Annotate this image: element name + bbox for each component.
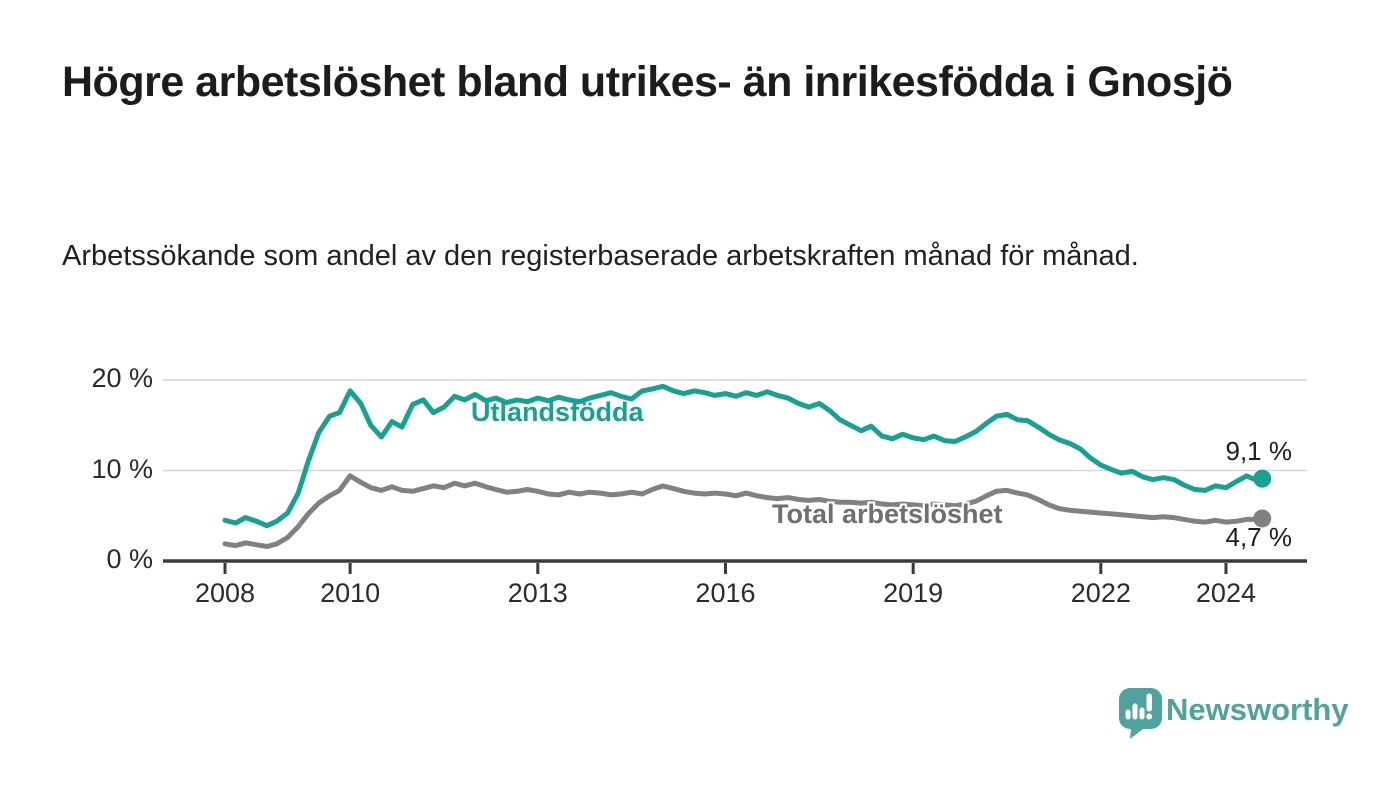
newsworthy-logo-icon <box>1119 688 1162 739</box>
x-tick-label: 2022 <box>1070 578 1131 608</box>
x-tick-label: 2024 <box>1195 578 1256 608</box>
y-tick-label: 20 % <box>91 363 153 393</box>
series-end-dot-1 <box>1253 509 1272 528</box>
end-value-total-arbetsloshet: 4,7 % <box>1225 522 1293 552</box>
chart-canvas <box>163 379 1307 574</box>
x-tick-label: 2008 <box>194 578 256 608</box>
y-tick-label: 10 % <box>91 453 153 484</box>
series-end-dot-0 <box>1253 469 1272 488</box>
chart-title: Högre arbetslöshet bland utrikes- än inr… <box>62 58 1233 106</box>
brand-footer: Newsworthy <box>1116 686 1349 742</box>
series-label-total-arbetsloshet: Total arbetslöshet <box>772 499 1003 529</box>
y-tick-label: 0 % <box>106 544 153 574</box>
x-tick-label: 2013 <box>507 578 568 608</box>
x-tick-label: 2010 <box>320 578 381 608</box>
series-line-1 <box>222 473 1265 549</box>
end-value-utlandsfodda: 9,1 % <box>1225 436 1293 466</box>
chart-subtitle: Arbetssökande som andel av den registerb… <box>62 240 1139 272</box>
brand-name: Newsworthy <box>1166 692 1349 727</box>
x-tick-label: 2019 <box>883 578 944 608</box>
series-line-0 <box>222 383 1265 529</box>
series-label-utlandsfodda: Utlandsfödda <box>471 397 644 427</box>
x-tick-label: 2016 <box>695 578 756 608</box>
